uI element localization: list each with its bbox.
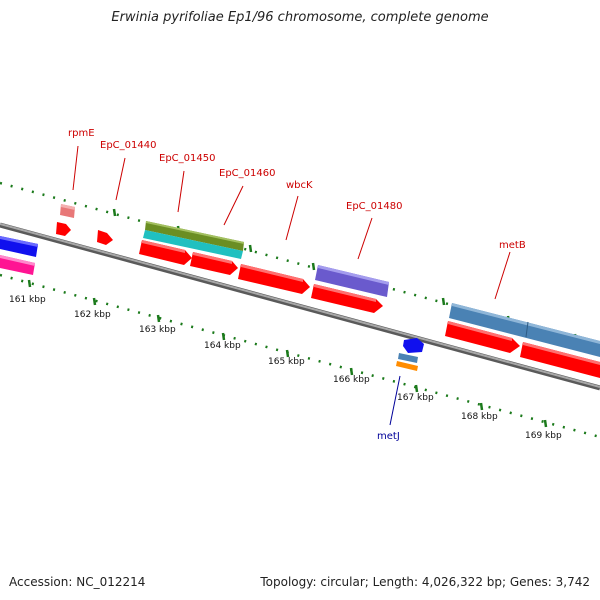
feature-steelblue-small — [398, 353, 418, 363]
feature-blue-left — [0, 236, 38, 257]
tick-label: 162 kbp — [74, 310, 111, 320]
tick-label: 165 kbp — [268, 357, 305, 367]
feature-red-cds-1 — [139, 240, 192, 265]
gene-label-rpmE: rpmE — [68, 128, 95, 139]
tick-label: 164 kbp — [204, 341, 241, 351]
gene-label-epc-01440: EpC_01440 — [100, 140, 156, 151]
feature-pink-left — [0, 255, 35, 275]
accession-text: Accession: NC_012214 — [9, 575, 146, 589]
gene-label-metJ: metJ — [377, 431, 400, 442]
genome-backbone — [0, 222, 600, 391]
feature-red-small-2 — [97, 230, 113, 245]
label-leader-lines — [72, 145, 511, 426]
lower-dotted-scale — [0, 273, 600, 439]
feature-red-cds-2 — [190, 252, 238, 275]
lower-tick-marks — [27, 279, 548, 428]
tick-label: 166 kbp — [333, 375, 370, 385]
scale-tick-labels: 161 kbp 162 kbp 163 kbp 164 kbp 165 kbp … — [9, 295, 562, 441]
feature-purple — [315, 265, 389, 297]
gene-label-epc-01450: EpC_01450 — [159, 153, 215, 164]
feature-red-cds-6 — [520, 342, 600, 378]
map-title: Erwinia pyrifoliae Ep1/96 chromosome, co… — [111, 10, 489, 25]
tick-label: 163 kbp — [139, 325, 176, 335]
feature-red-small-1 — [56, 222, 71, 236]
feature-steelblue-metB — [449, 303, 600, 357]
genome-summary-text: Topology: circular; Length: 4,026,322 bp… — [260, 575, 590, 589]
feature-red-cds-4 — [311, 284, 383, 313]
feature-salmon-rpmE — [60, 204, 75, 218]
feature-cyan-band — [143, 230, 243, 259]
gene-label-epc-01480: EpC_01480 — [346, 201, 402, 212]
feature-red-cds-3 — [238, 264, 310, 294]
tick-label: 161 kbp — [9, 295, 46, 305]
gene-labels: rpmE EpC_01440 EpC_01450 EpC_01460 wbcK … — [68, 128, 526, 442]
tick-label: 169 kbp — [525, 431, 562, 441]
gene-label-metB: metB — [499, 240, 526, 251]
feature-olive-band — [145, 221, 244, 251]
gene-label-epc-01460: EpC_01460 — [219, 168, 275, 179]
feature-blue-metJ — [403, 338, 424, 353]
tick-label: 167 kbp — [397, 393, 434, 403]
gene-label-wbcK: wbcK — [286, 180, 313, 191]
feature-orange-small — [396, 361, 418, 371]
feature-red-cds-5 — [445, 321, 520, 353]
tick-label: 168 kbp — [461, 412, 498, 422]
